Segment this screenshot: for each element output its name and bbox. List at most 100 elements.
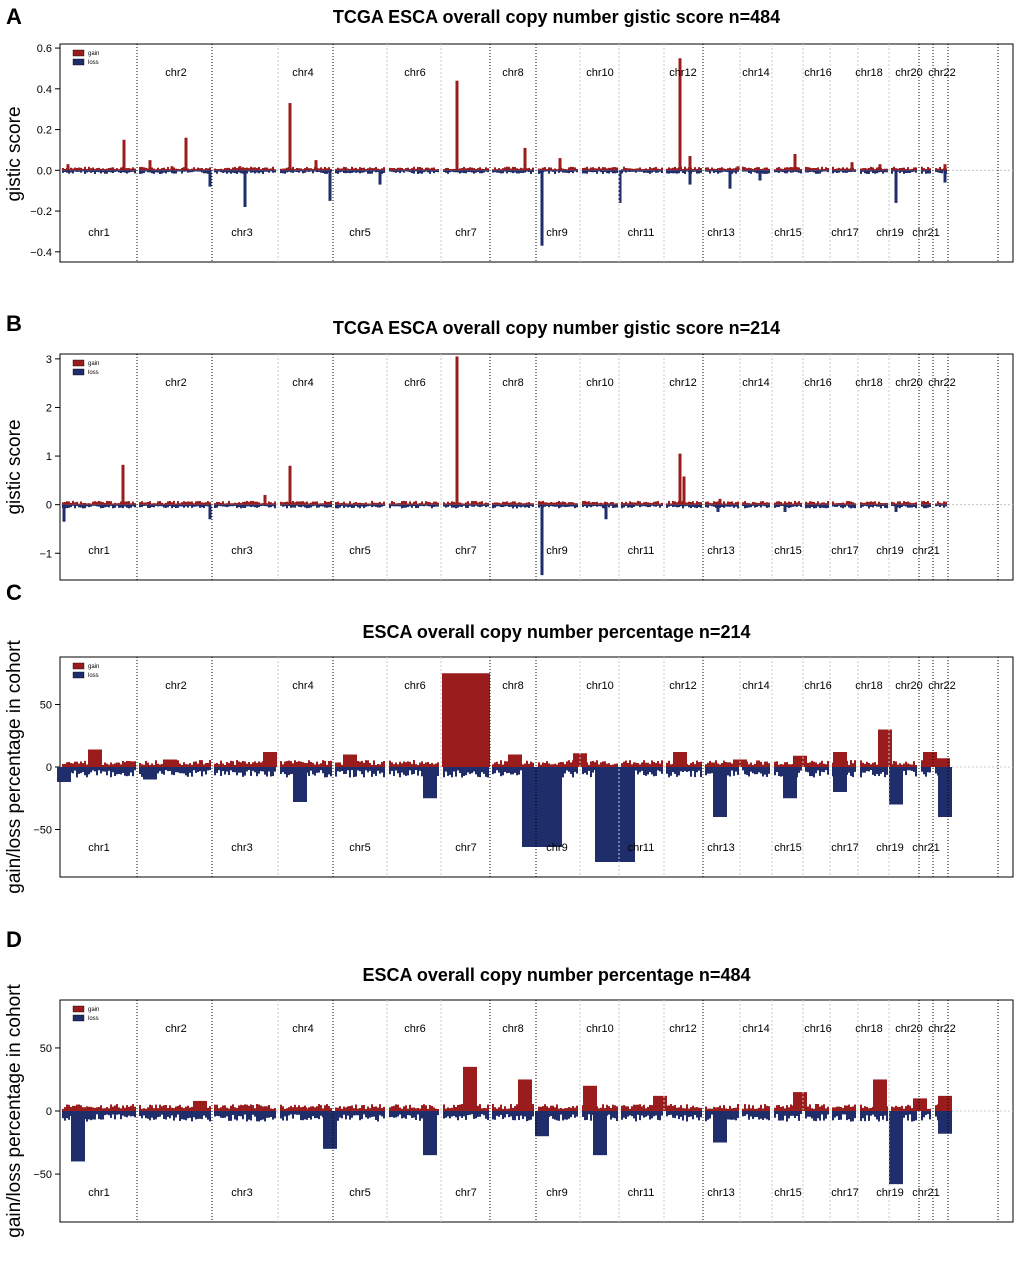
- loss-bar: [165, 504, 167, 508]
- loss-bar: [155, 170, 157, 173]
- gain-bar: [897, 1106, 899, 1111]
- loss-bar: [461, 1111, 463, 1118]
- loss-bar: [522, 1111, 524, 1120]
- gain-bar: [780, 764, 782, 767]
- gain-bar: [866, 501, 868, 505]
- loss-bar: [94, 1111, 96, 1120]
- gain-bar: [447, 1107, 449, 1111]
- gain-bar: [670, 1104, 672, 1111]
- loss-bar: [353, 1111, 355, 1116]
- loss-bar: [528, 170, 530, 172]
- loss-bar: [262, 504, 264, 506]
- gain-peak: [455, 356, 459, 505]
- gain-bar: [419, 1108, 421, 1111]
- gain-bar: [694, 764, 696, 767]
- loss-bar: [635, 504, 637, 506]
- loss-bar: [655, 504, 657, 507]
- gain-bar: [780, 168, 782, 171]
- gain-bar: [784, 1108, 786, 1111]
- gain-bar: [637, 500, 639, 505]
- gain-bar: [437, 502, 439, 505]
- gain-bar: [805, 501, 807, 505]
- chromosome-label: chr19: [876, 227, 904, 239]
- loss-bar: [672, 1111, 674, 1118]
- gain-bar: [102, 1108, 104, 1111]
- gain-bar: [339, 1106, 341, 1111]
- loss-bar: [100, 767, 102, 774]
- loss-bar: [711, 170, 713, 172]
- loss-bar: [90, 504, 92, 507]
- gain-bar: [782, 1106, 784, 1111]
- loss-peak: [758, 170, 762, 181]
- gain-bar: [860, 1104, 862, 1111]
- gain-bar: [641, 503, 643, 505]
- gain-bar: [556, 502, 558, 505]
- loss-bar: [834, 1111, 836, 1118]
- gain-bar: [884, 503, 886, 505]
- gain-bar: [796, 502, 798, 505]
- loss-bar: [326, 767, 328, 778]
- gain-bar: [246, 1104, 248, 1111]
- loss-bar: [167, 504, 169, 508]
- loss-bar: [572, 767, 574, 778]
- gain-bar: [218, 501, 220, 505]
- y-tick-label: 0: [46, 762, 52, 774]
- loss-bar: [670, 170, 672, 174]
- gain-bar: [542, 500, 544, 505]
- gain-bar: [453, 1104, 455, 1111]
- gain-bar: [371, 1104, 373, 1111]
- loss-bar: [560, 504, 562, 508]
- gain-bar: [314, 764, 316, 767]
- loss-bar: [574, 170, 576, 172]
- loss-bar: [635, 767, 637, 771]
- loss-bar: [526, 170, 528, 172]
- loss-bar: [690, 504, 692, 509]
- loss-bar: [943, 504, 945, 508]
- loss-bar: [570, 1111, 572, 1118]
- loss-bar: [401, 504, 403, 509]
- gain-bar: [230, 1105, 232, 1111]
- loss-bar: [496, 767, 498, 771]
- loss-bar: [819, 170, 821, 174]
- loss-bar: [641, 767, 643, 771]
- loss-bar: [130, 1111, 132, 1117]
- gain-bar: [639, 167, 641, 171]
- loss-bar: [141, 504, 143, 508]
- loss-bar: [274, 1111, 276, 1119]
- loss-bar: [226, 767, 228, 772]
- chromosome-label: chr14: [742, 680, 770, 692]
- gain-bar: [316, 501, 318, 505]
- chromosome-label: chr14: [742, 1023, 770, 1035]
- loss-bar: [130, 170, 132, 172]
- gain-bar: [169, 169, 171, 171]
- loss-bar: [147, 1111, 149, 1119]
- loss-bar: [653, 767, 655, 777]
- loss-bar: [625, 170, 627, 173]
- gain-bar: [224, 1105, 226, 1111]
- gain-bar: [153, 764, 155, 767]
- gain-bar: [153, 503, 155, 505]
- gain-bar: [633, 168, 635, 171]
- gain-bar: [729, 762, 731, 767]
- loss-bar: [840, 170, 842, 172]
- gain-bar: [784, 167, 786, 171]
- loss-bar: [548, 504, 550, 508]
- chromosome-label: chr13: [707, 1187, 735, 1199]
- gain-bar: [187, 1105, 189, 1111]
- gain-bar: [377, 168, 379, 171]
- gain-bar: [838, 167, 840, 171]
- loss-bar: [469, 504, 471, 506]
- loss-bar: [754, 504, 756, 508]
- gain-bar: [363, 762, 365, 767]
- gain-bar: [141, 166, 143, 171]
- loss-bar: [149, 504, 151, 508]
- loss-peak: [71, 1111, 85, 1162]
- loss-bar: [754, 1111, 756, 1118]
- loss-bar: [409, 767, 411, 771]
- gain-bar: [778, 501, 780, 505]
- loss-bar: [811, 504, 813, 507]
- gain-bar: [314, 1107, 316, 1111]
- gain-bar: [312, 501, 314, 505]
- loss-bar: [272, 1111, 274, 1120]
- gain-bar: [760, 501, 762, 505]
